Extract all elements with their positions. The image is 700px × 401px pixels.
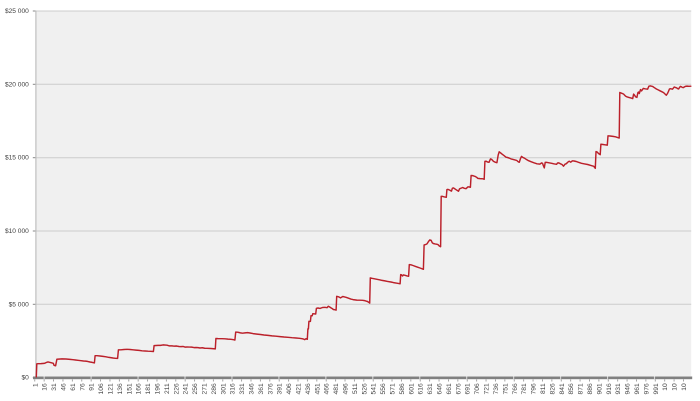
svg-text:121: 121 bbox=[107, 383, 114, 394]
svg-text:301: 301 bbox=[220, 383, 227, 394]
svg-text:181: 181 bbox=[145, 383, 152, 394]
svg-text:76: 76 bbox=[79, 383, 86, 391]
svg-text:991: 991 bbox=[653, 383, 660, 394]
svg-text:796: 796 bbox=[531, 383, 538, 394]
svg-text:826: 826 bbox=[549, 383, 556, 394]
svg-text:211: 211 bbox=[164, 383, 171, 394]
svg-text:766: 766 bbox=[512, 383, 519, 394]
svg-text:466: 466 bbox=[324, 383, 331, 394]
svg-text:376: 376 bbox=[267, 383, 274, 394]
svg-text:$15 000: $15 000 bbox=[5, 155, 29, 162]
svg-text:946: 946 bbox=[625, 383, 632, 394]
svg-text:10: 10 bbox=[672, 383, 679, 391]
svg-text:61: 61 bbox=[70, 383, 77, 391]
svg-text:$20 000: $20 000 bbox=[5, 81, 29, 88]
svg-text:226: 226 bbox=[173, 383, 180, 394]
svg-text:$25 000: $25 000 bbox=[5, 8, 29, 15]
svg-text:541: 541 bbox=[371, 383, 378, 394]
svg-text:316: 316 bbox=[230, 383, 237, 394]
svg-text:421: 421 bbox=[296, 383, 303, 394]
svg-text:706: 706 bbox=[474, 383, 481, 394]
svg-text:691: 691 bbox=[465, 383, 472, 394]
svg-text:196: 196 bbox=[154, 383, 161, 394]
svg-text:136: 136 bbox=[117, 383, 124, 394]
svg-text:736: 736 bbox=[493, 383, 500, 394]
svg-text:91: 91 bbox=[89, 383, 96, 391]
svg-text:256: 256 bbox=[192, 383, 199, 394]
svg-text:571: 571 bbox=[390, 383, 397, 394]
svg-text:271: 271 bbox=[201, 383, 208, 394]
svg-text:1: 1 bbox=[32, 383, 39, 387]
svg-text:346: 346 bbox=[248, 383, 255, 394]
svg-text:631: 631 bbox=[427, 383, 434, 394]
svg-text:391: 391 bbox=[277, 383, 284, 394]
svg-text:976: 976 bbox=[643, 383, 650, 394]
svg-text:811: 811 bbox=[540, 383, 547, 394]
svg-text:886: 886 bbox=[587, 383, 594, 394]
svg-text:871: 871 bbox=[578, 383, 585, 394]
svg-text:451: 451 bbox=[314, 383, 321, 394]
svg-text:676: 676 bbox=[455, 383, 462, 394]
svg-text:31: 31 bbox=[51, 383, 58, 391]
svg-text:961: 961 bbox=[634, 383, 641, 394]
svg-text:436: 436 bbox=[305, 383, 312, 394]
svg-text:661: 661 bbox=[446, 383, 453, 394]
svg-text:646: 646 bbox=[437, 383, 444, 394]
svg-text:856: 856 bbox=[568, 383, 575, 394]
svg-text:10: 10 bbox=[681, 383, 688, 391]
svg-text:481: 481 bbox=[333, 383, 340, 394]
svg-text:166: 166 bbox=[136, 383, 143, 394]
svg-text:241: 241 bbox=[183, 383, 190, 394]
svg-text:151: 151 bbox=[126, 383, 133, 394]
svg-text:916: 916 bbox=[606, 383, 613, 394]
svg-text:721: 721 bbox=[484, 383, 491, 394]
svg-text:601: 601 bbox=[408, 383, 415, 394]
svg-text:841: 841 bbox=[559, 383, 566, 394]
svg-text:46: 46 bbox=[60, 383, 67, 391]
svg-text:10: 10 bbox=[662, 383, 669, 391]
svg-text:556: 556 bbox=[380, 383, 387, 394]
svg-text:526: 526 bbox=[361, 383, 368, 394]
svg-text:361: 361 bbox=[258, 383, 265, 394]
svg-text:331: 331 bbox=[239, 383, 246, 394]
svg-text:$0: $0 bbox=[21, 375, 29, 382]
svg-text:406: 406 bbox=[286, 383, 293, 394]
svg-text:751: 751 bbox=[502, 383, 509, 394]
svg-text:616: 616 bbox=[418, 383, 425, 394]
svg-text:496: 496 bbox=[343, 383, 350, 394]
svg-text:106: 106 bbox=[98, 383, 105, 394]
svg-text:586: 586 bbox=[399, 383, 406, 394]
svg-text:781: 781 bbox=[521, 383, 528, 394]
svg-text:286: 286 bbox=[211, 383, 218, 394]
svg-text:901: 901 bbox=[596, 383, 603, 394]
svg-text:$10 000: $10 000 bbox=[5, 228, 29, 235]
svg-text:16: 16 bbox=[42, 383, 49, 391]
svg-text:511: 511 bbox=[352, 383, 359, 394]
svg-text:931: 931 bbox=[615, 383, 622, 394]
svg-text:$5 000: $5 000 bbox=[9, 301, 30, 308]
